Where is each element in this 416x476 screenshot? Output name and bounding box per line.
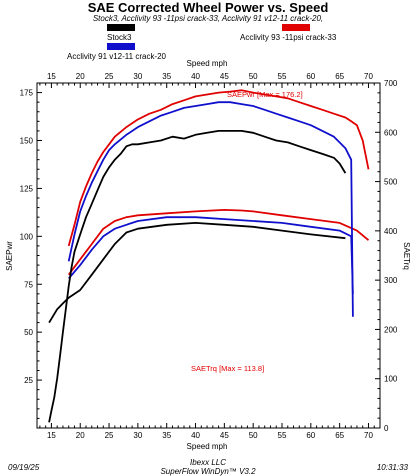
y-left-tick-label: 25 [24,376,33,385]
footer-time: 10:31:33 [376,463,408,472]
x-tick-label-bottom: 55 [278,431,287,440]
legend-swatch-stock3 [107,24,135,31]
legend-swatch-acclivity91 [107,43,135,50]
x-tick-label-bottom: 65 [335,431,344,440]
y-axis-title-right: SAETrq [402,242,411,270]
y-left-tick-label: 175 [20,89,34,98]
y-right-tick-label: 600 [384,128,398,137]
x-tick-label-top: 55 [278,72,287,81]
x-tick-label-bottom: 50 [249,431,258,440]
x-tick-label-top: 40 [191,72,200,81]
y-left-tick-label: 100 [20,232,34,241]
x-tick-label-top: 15 [47,72,56,81]
y-right-tick-label: 400 [384,227,398,236]
x-tick-label-top: 25 [105,72,114,81]
y-left-tick-label: 150 [20,137,34,146]
y-right-tick-label: 100 [384,375,398,384]
trq-max-annotation: SAETrq [Max = 113.8] [191,364,264,373]
chart-title: SAE Corrected Wheel Power vs. Speed [87,0,329,15]
x-tick-label-top: 30 [133,72,142,81]
power-line-stock3 [48,129,347,423]
x-tick-label-bottom: 15 [47,431,56,440]
pwr-max-annotation: SAEPwr [Max = 176.2] [227,90,303,99]
y-right-tick-label: 0 [384,424,389,433]
x-tick-label-top: 70 [364,72,373,81]
legend-swatch-acclivity93 [282,24,310,31]
y-axis-title-left: SAEPwr [5,241,14,271]
x-tick-label-top: 35 [162,72,171,81]
x-tick-label-top: 45 [220,72,229,81]
x-axis-title-top: Speed mph [187,59,228,68]
y-right-tick-label: 500 [384,178,398,187]
torque-line-acclivity-93-11psi-crack-33 [67,208,370,276]
footer-software: SuperFlow WinDyn™ V3.2 [160,467,256,476]
x-tick-label-bottom: 30 [133,431,142,440]
torque-line-stock3 [48,221,346,324]
x-tick-label-bottom: 60 [306,431,315,440]
y-right-tick-label: 700 [384,79,398,88]
legend-label-stock3: Stock3 [107,33,132,42]
x-tick-label-bottom: 20 [76,431,85,440]
power-line-acclivity-93-11psi-crack-33 [67,89,370,247]
torque-line-acclivity-91-v12-11-crack-20 [68,216,354,294]
y-left-tick-label: 75 [24,280,33,289]
footer-date: 09/19/25 [8,463,40,472]
x-tick-label-top: 20 [76,72,85,81]
x-tick-label-bottom: 45 [220,431,229,440]
x-axis-title-bottom: Speed mph [187,442,228,451]
x-tick-label-bottom: 25 [105,431,114,440]
legend-label-acclivity91: Acclivity 91 v12-11 crack-20 [67,52,166,61]
legend-label-acclivity93: Acclivity 93 -11psi crack-33 [240,33,337,42]
y-right-tick-label: 200 [384,325,398,334]
y-left-tick-label: 50 [24,328,33,337]
footer-company: Ibexx LLC [189,458,227,467]
x-tick-label-top: 50 [249,72,258,81]
chart-subtitle: Stock3, Acclivity 93 -11psi crack-33, Ac… [92,14,324,23]
x-tick-label-top: 60 [306,72,315,81]
x-tick-label-top: 65 [335,72,344,81]
y-left-tick-label: 125 [20,184,34,193]
power-line-acclivity-91-v12-11-crack-20 [67,101,354,317]
x-tick-label-bottom: 35 [162,431,171,440]
y-right-tick-label: 300 [384,276,398,285]
x-tick-label-bottom: 40 [191,431,200,440]
x-tick-label-bottom: 70 [364,431,373,440]
